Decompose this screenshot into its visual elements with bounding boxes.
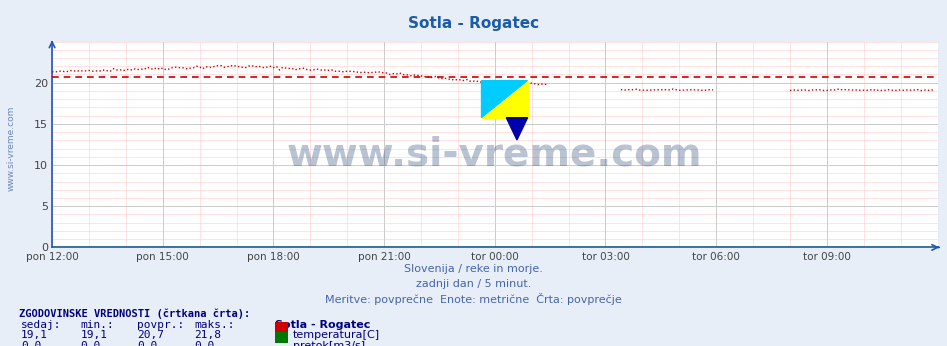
Polygon shape (481, 81, 527, 118)
Text: www.si-vreme.com: www.si-vreme.com (7, 106, 16, 191)
Text: maks.:: maks.: (194, 320, 235, 330)
Text: 0,0: 0,0 (21, 341, 41, 346)
Text: povpr.:: povpr.: (137, 320, 185, 330)
Text: Meritve: povprečne  Enote: metrične  Črta: povprečje: Meritve: povprečne Enote: metrične Črta:… (325, 293, 622, 306)
Text: 0,0: 0,0 (80, 341, 100, 346)
Polygon shape (481, 81, 527, 118)
Text: 21,8: 21,8 (194, 330, 222, 340)
Text: www.si-vreme.com: www.si-vreme.com (287, 136, 703, 174)
Text: sedaj:: sedaj: (21, 320, 62, 330)
Text: 20,7: 20,7 (137, 330, 165, 340)
Text: temperatura[C]: temperatura[C] (293, 330, 380, 340)
Text: pretok[m3/s]: pretok[m3/s] (293, 341, 365, 346)
Text: 19,1: 19,1 (21, 330, 48, 340)
Text: 0,0: 0,0 (137, 341, 157, 346)
Text: Sotla - Rogatec: Sotla - Rogatec (408, 16, 539, 30)
Text: Slovenija / reke in morje.: Slovenija / reke in morje. (404, 264, 543, 274)
Text: 19,1: 19,1 (80, 330, 108, 340)
Text: ZGODOVINSKE VREDNOSTI (črtkana črta):: ZGODOVINSKE VREDNOSTI (črtkana črta): (19, 309, 250, 319)
Text: Sotla - Rogatec: Sotla - Rogatec (275, 320, 370, 330)
Text: zadnji dan / 5 minut.: zadnji dan / 5 minut. (416, 279, 531, 289)
Text: 0,0: 0,0 (194, 341, 214, 346)
Polygon shape (507, 118, 527, 140)
Text: min.:: min.: (80, 320, 115, 330)
